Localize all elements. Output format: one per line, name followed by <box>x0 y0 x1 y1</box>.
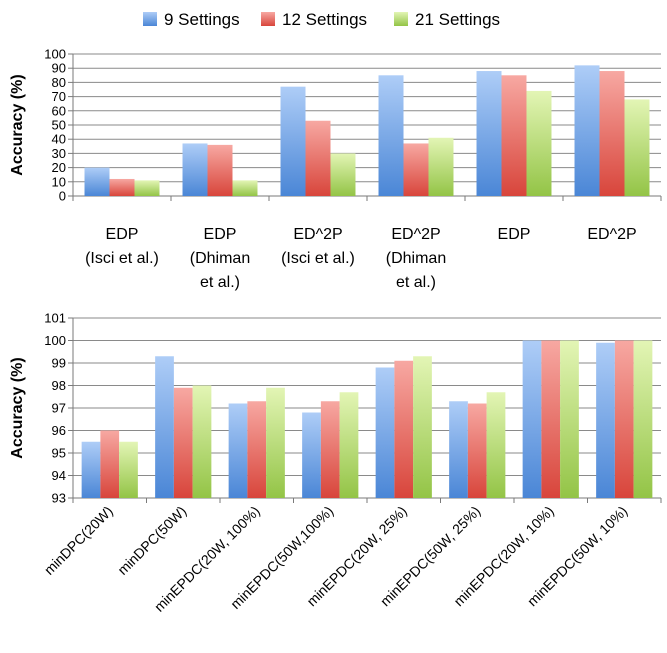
y-tick-label: 30 <box>52 146 66 161</box>
bar-top-s1-c1 <box>84 167 110 196</box>
bar-top-s2-c4 <box>403 143 429 196</box>
bar-bottom-s2-c8 <box>614 340 634 498</box>
bar-bottom-s2-c1 <box>100 430 120 498</box>
bar-top-s3-c6 <box>624 99 650 196</box>
bar-bottom-s3-c7 <box>560 340 579 498</box>
bar-top-s1-c3 <box>280 86 306 196</box>
y-tick-label: 10 <box>52 174 66 189</box>
y-tick-label: 96 <box>52 423 66 438</box>
y-tick-label: 101 <box>44 311 66 326</box>
bar-bottom-s2-c2 <box>173 387 193 498</box>
bar-bottom-s1-c6 <box>449 401 468 498</box>
bar-bottom-s3-c6 <box>486 392 506 498</box>
y-tick-label: 100 <box>44 333 66 348</box>
bar-top-s2-c3 <box>305 120 331 196</box>
bar-top-s3-c3 <box>330 153 356 196</box>
bar-top-s3-c1 <box>134 180 160 196</box>
x-tick-label: ED^2P (Dhiman et al.) <box>386 226 446 291</box>
bar-bottom-s1-c3 <box>228 403 248 498</box>
x-tick-label: minDPC(20W) <box>41 503 116 578</box>
y-tick-label: 20 <box>52 160 66 175</box>
legend-swatch-3 <box>394 12 408 26</box>
bar-bottom-s2-c6 <box>467 403 487 498</box>
bar-bottom-s1-c2 <box>155 356 174 498</box>
bar-bottom-s2-c4 <box>320 401 340 498</box>
bar-top-s2-c2 <box>207 144 233 196</box>
bar-bottom-s3-c8 <box>633 340 653 498</box>
bar-bottom-s3-c3 <box>266 387 285 498</box>
bar-bottom-s1-c8 <box>596 342 615 498</box>
legend-swatch-1 <box>143 12 157 26</box>
x-tick-label: ED^2P <box>587 226 636 243</box>
y-tick-label: 97 <box>52 401 66 416</box>
y-tick-label: 99 <box>52 356 66 371</box>
y-tick-label: 90 <box>52 61 66 76</box>
y-tick-label: 60 <box>52 103 66 118</box>
bar-bottom-s1-c1 <box>81 441 101 498</box>
y-tick-label: 100 <box>44 47 66 62</box>
legend-swatch-2 <box>261 12 275 26</box>
x-tick-label: ED^2P (Isci et al.) <box>281 226 355 267</box>
bar-top-s1-c6 <box>574 65 600 196</box>
bar-bottom-s1-c4 <box>302 412 321 498</box>
bar-top-s1-c2 <box>182 143 208 196</box>
y-tick-label: 0 <box>59 189 66 204</box>
bar-bottom-s3-c1 <box>119 441 138 498</box>
y-tick-label: 93 <box>52 491 66 506</box>
y-tick-label: 98 <box>52 378 66 393</box>
x-tick-label: EDP (Isci et al.) <box>85 226 159 267</box>
y-tick-label: 40 <box>52 132 66 147</box>
y-tick-label: 80 <box>52 75 66 90</box>
bar-bottom-s3-c4 <box>339 392 359 498</box>
legend-label-2: 12 Settings <box>282 10 367 29</box>
bar-bottom-s2-c7 <box>541 340 561 498</box>
legend-label-1: 9 Settings <box>164 10 240 29</box>
bar-bottom-s1-c7 <box>522 340 542 498</box>
x-tick-label: minDPC(50W) <box>114 503 189 578</box>
x-tick-label: EDP (Dhiman et al.) <box>190 226 250 291</box>
bar-top-s3-c2 <box>232 180 258 196</box>
bar-top-s1-c4 <box>378 75 404 196</box>
bar-bottom-s3-c5 <box>413 356 432 498</box>
y-tick-label: 95 <box>52 446 66 461</box>
bar-top-s2-c1 <box>109 178 135 196</box>
y-tick-label: 50 <box>52 118 66 133</box>
bar-top-s2-c5 <box>501 75 527 196</box>
legend-label-3: 21 Settings <box>415 10 500 29</box>
x-tick-label: EDP <box>498 226 531 243</box>
y-tick-label: 70 <box>52 89 66 104</box>
bar-top-s2-c6 <box>599 71 625 196</box>
bar-bottom-s2-c3 <box>247 401 267 498</box>
bar-top-s3-c5 <box>526 90 552 196</box>
y-tick-label: 94 <box>52 468 66 483</box>
bar-bottom-s3-c2 <box>192 385 212 498</box>
bar-top-s1-c5 <box>476 71 502 196</box>
bar-bottom-s2-c5 <box>394 360 414 498</box>
legend: 9 Settings 12 Settings 21 Settings <box>143 10 500 29</box>
chart-bottom: 93 94 95 96 97 98 99 100 101 Accuracy (%) minDPC(2… <box>9 311 662 615</box>
bar-top-s3-c4 <box>428 137 454 196</box>
y-axis-label: Accuracy (%) <box>9 357 26 458</box>
bar-bottom-s1-c5 <box>375 367 395 498</box>
y-axis-label: Accuracy (%) <box>9 74 26 175</box>
